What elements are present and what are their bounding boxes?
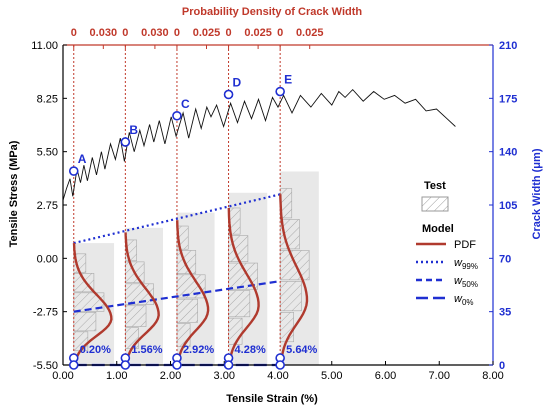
legend-pdf-label: PDF xyxy=(454,239,476,251)
section-point-marker xyxy=(68,166,79,176)
y2-tick-label: 35 xyxy=(499,307,511,319)
strain-marker xyxy=(120,360,131,370)
y2-tick-label: 175 xyxy=(499,93,517,105)
histogram-bin xyxy=(73,312,97,332)
y-tick-label: 5.50 xyxy=(37,147,58,159)
y-tick-label: 11.00 xyxy=(31,40,58,52)
y2-tick-label: 140 xyxy=(499,147,517,159)
top-tick-label: 0.025 xyxy=(244,27,272,39)
x-tick-label: 0.00 xyxy=(52,370,73,382)
x-tick-label: 8.00 xyxy=(482,370,503,382)
y-tick-label: -5.50 xyxy=(33,360,58,372)
section-point-marker xyxy=(120,137,131,147)
section-point-label: B xyxy=(129,123,138,137)
x-tick-label: 1.00 xyxy=(106,370,127,382)
histogram-bin xyxy=(279,312,294,343)
strain-marker xyxy=(68,360,79,370)
x-tick-label: 6.00 xyxy=(375,370,396,382)
y-tick-label: 8.25 xyxy=(37,93,58,105)
strain-marker xyxy=(172,360,182,370)
legend: Test Model PDF w99% w50% w0% xyxy=(410,175,482,321)
pdf-curve xyxy=(176,220,210,366)
section-strain-label: 2.92% xyxy=(183,344,214,356)
section-point-label: C xyxy=(181,97,190,111)
section-strain-label: 5.64% xyxy=(286,344,317,356)
legend-w99-label: w99% xyxy=(454,257,478,271)
histogram-bin xyxy=(228,290,251,318)
x-tick-label: 4.00 xyxy=(267,370,288,382)
section-point-label: E xyxy=(284,73,292,87)
histogram-bin xyxy=(125,305,147,327)
stress-strain-curve xyxy=(62,88,456,201)
x-tick-label: 3.00 xyxy=(214,370,235,382)
section-markers: A 0.20% B 1.56% C 2.92% D 4.28% E 5.64% xyxy=(68,73,318,370)
top-tick-label: 0 xyxy=(174,27,180,39)
legend-test-label: Test xyxy=(424,180,446,192)
pdf-curve xyxy=(124,232,160,366)
legend-test-swatch xyxy=(421,196,449,212)
section-point-label: D xyxy=(233,75,242,89)
section-point-marker xyxy=(223,89,234,100)
pdf-curves xyxy=(72,194,309,366)
top-tick-label: 0 xyxy=(225,27,231,39)
stress-strain-line xyxy=(62,88,456,201)
section-strain-label: 0.20% xyxy=(80,344,111,356)
strain-marker xyxy=(223,360,234,370)
x-tick-label: 5.00 xyxy=(321,370,342,382)
legend-model-label: Model xyxy=(422,223,454,235)
y2-axis-label: Crack Width (μm) xyxy=(531,148,543,239)
histogram-bin xyxy=(176,250,197,274)
strain-marker xyxy=(275,360,285,370)
pdf-curve xyxy=(72,243,113,366)
y2-tick-label: 105 xyxy=(499,200,517,212)
x-tick-label: 7.00 xyxy=(429,370,450,382)
y2-tick-label: 70 xyxy=(499,253,511,265)
y-tick-label: 2.75 xyxy=(37,200,58,212)
histogram-bin xyxy=(176,298,198,323)
y-tick-label: 0.00 xyxy=(37,253,58,265)
chart-title: Probability Density of Crack Width xyxy=(182,6,362,18)
x-tick-label: 2.00 xyxy=(160,370,181,382)
top-tick-label: 0 xyxy=(277,27,283,39)
top-tick-label: 0 xyxy=(122,27,128,39)
section-strain-label: 1.56% xyxy=(131,344,162,356)
pdf-curve xyxy=(279,194,309,366)
section-point-marker xyxy=(275,86,285,97)
top-tick-label: 0.025 xyxy=(193,27,221,39)
test-histogram-bars xyxy=(73,171,319,365)
x-axis-label: Tensile Strain (%) xyxy=(226,393,318,405)
pdf-curve xyxy=(227,207,260,366)
y2-tick-label: 0 xyxy=(499,360,505,372)
histogram-bin xyxy=(228,317,243,345)
histogram-bin xyxy=(176,274,206,299)
w99-line xyxy=(73,193,281,245)
legend-w0-label: w0% xyxy=(454,293,474,307)
histogram-bin xyxy=(279,281,302,312)
section-strain-label: 4.28% xyxy=(235,344,266,356)
legend-w50-label: w50% xyxy=(454,275,478,289)
section-point-marker xyxy=(172,110,182,121)
axes: 0.00 1.00 2.00 3.00 4.00 5.00 6.00 7.00 8.00 -5.5… xyxy=(31,27,517,382)
top-tick-label: 0.030 xyxy=(141,27,169,39)
top-tick-label: 0.030 xyxy=(90,27,118,39)
y2-tick-label: 210 xyxy=(499,40,517,52)
top-tick-label: 0 xyxy=(71,27,77,39)
y-axis-label: Tensile Stress (MPa) xyxy=(8,140,20,247)
section-point-label: A xyxy=(78,152,87,166)
top-tick-label: 0.025 xyxy=(296,27,324,39)
y-tick-label: -2.75 xyxy=(33,307,58,319)
